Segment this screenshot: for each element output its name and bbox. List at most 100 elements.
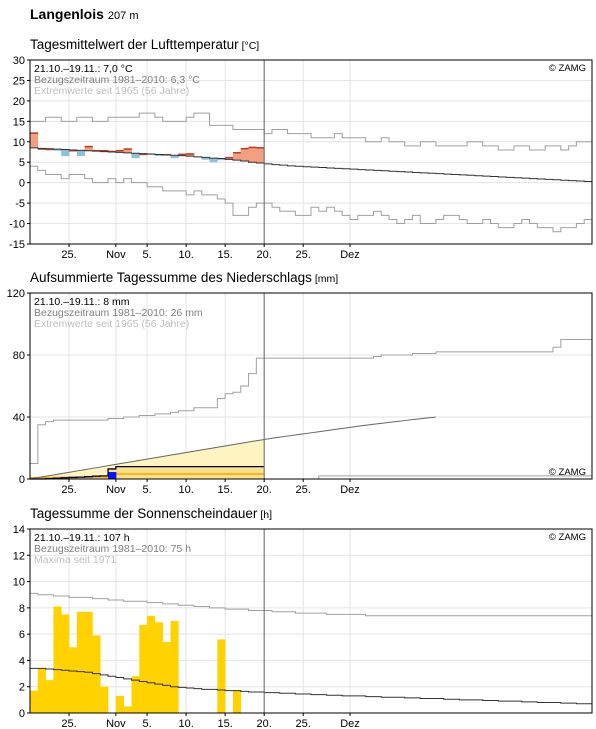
y-tick-label: 0 [19,708,25,720]
temperature-bar [131,153,140,159]
temperature-bar-cap [123,148,132,150]
x-tick-label: Nov [106,249,126,261]
plot-frame [29,528,593,714]
legend-entry: Maxima seit 1971 [34,554,116,566]
x-tick-label: 25. [296,718,311,729]
sunshine-bar [170,621,179,713]
legend-entry: Bezugszeitraum 1981–2010: 26 mm [34,307,203,319]
y-tick-label: -15 [9,239,25,251]
temperature-bar-cap [240,147,249,150]
y-tick-label: 10 [13,577,25,589]
sunshine-bar [232,690,242,713]
legend-entry: 21.10.–19.11.: 107 h [34,532,130,544]
extreme-max-line [30,112,592,151]
x-tick-label: 5. [142,718,151,729]
y-tick-label: 120 [7,288,25,300]
precipitation-unit: [mm] [314,273,339,285]
temperature-chart: -15 -10 -5 0 5 10 15 20 25 30 25. Nov 5. 10. 15. 20. 25.… [9,55,593,261]
x-tick-label: 5. [142,484,151,496]
temperature-bar [154,154,163,157]
x-tick-label: Nov [106,718,126,729]
sunshine-bar [217,639,226,713]
temperature-bar-cap [186,153,195,155]
legend-entry: 21.10.–19.11.: 7,0 °C [34,63,133,75]
y-tick-label: 20 [13,96,25,108]
temperature-bar-cap [100,149,109,152]
sunshine-bar [53,606,62,713]
sunshine-bar [61,614,70,713]
y-tick-label: 6 [19,629,25,641]
temperature-chart-title: Tagesmittelwert der Lufttemperatur [°C] [30,37,260,52]
sunshine-chart: 0 2 4 6 8 10 12 14 25. Nov 5. 10. 15. 20. 25. Dez 21.10.… [13,524,593,729]
legend-entry: Bezugszeitraum 1981–2010: 6,3 °C [34,74,200,86]
normal-line [29,416,436,480]
observed-area [30,466,265,479]
temperature-bar-cap [37,148,46,150]
temperature-bar [76,150,85,157]
normal-line [30,147,592,182]
plot-frame [29,292,593,480]
copyright: © ZAMG [549,63,586,74]
temperature-bar-cap [248,146,257,149]
y-tick-label: 25 [13,75,25,87]
sunshine-bar [162,642,171,713]
y-tick-label: 0 [19,474,25,486]
temperature-bar-cap [45,148,54,151]
temperature-bar [217,158,226,161]
y-tick-label: 14 [13,524,25,536]
station-header: Langenlois 207 m [30,6,138,22]
temperature-bar [61,149,70,157]
y-tick-label: 30 [13,55,25,67]
x-tick-label: Nov [106,484,126,496]
station-name: Langenlois [30,6,104,22]
x-tick-label: Dez [340,718,360,729]
temperature-bar-cap [84,145,93,148]
temperature-bar-cap [225,156,234,159]
temperature-bar [240,147,249,161]
temperature-bar [209,158,218,163]
temperature-bar [232,152,242,161]
normal-line [30,667,592,705]
x-tick-label: 15. [217,484,232,496]
temperature-bar-cap [139,153,148,156]
extreme-max-line [30,339,592,464]
x-tick-label: Dez [340,249,360,261]
y-tick-label: 8 [19,603,25,615]
legend-entry: Extremwerte seit 1965 (56 Jahre) [34,318,189,330]
temperature-bar [248,146,257,163]
x-tick-label: Dez [340,484,360,496]
y-tick-label: 80 [13,350,25,362]
sunshine-bar [139,624,148,713]
temperature-bar [30,132,39,148]
temperature-bar-cap [178,153,187,156]
temperature-bar [84,145,93,151]
plot-area [30,293,592,479]
x-tick-label: 25. [61,249,76,261]
copyright: © ZAMG [549,467,586,478]
sunshine-bar [69,647,78,713]
temperature-bar-cap [30,132,39,134]
daily-precip-bar [108,472,117,479]
y-tick-label: 0 [19,178,25,190]
x-tick-label: 15. [217,718,232,729]
temperature-bar-cap [232,152,242,154]
x-tick-label: 25. [61,718,76,729]
precipitation-chart-title: Aufsummierte Tagessumme des Niederschlag… [30,270,339,285]
x-tick-label: 10. [178,484,193,496]
copyright: © ZAMG [549,532,586,543]
x-tick-label: 20. [257,249,272,261]
plot-frame [29,59,593,245]
sunshine-bar [37,668,46,713]
x-tick-label: 20. [257,484,272,496]
temperature-bar-cap [69,149,78,152]
y-tick-label: -10 [9,219,25,231]
plot-area [30,529,592,713]
temperature-bar [170,155,179,159]
x-tick-label: 10. [178,249,193,261]
legend-entry: Bezugszeitraum 1981–2010: 75 h [34,543,191,555]
sunshine-chart-title: Tagessumme der Sonnenscheindauer [h] [30,506,273,521]
y-tick-label: 4 [19,655,25,667]
observed-cumulative-line [30,465,265,480]
temperature-bar [123,148,132,153]
